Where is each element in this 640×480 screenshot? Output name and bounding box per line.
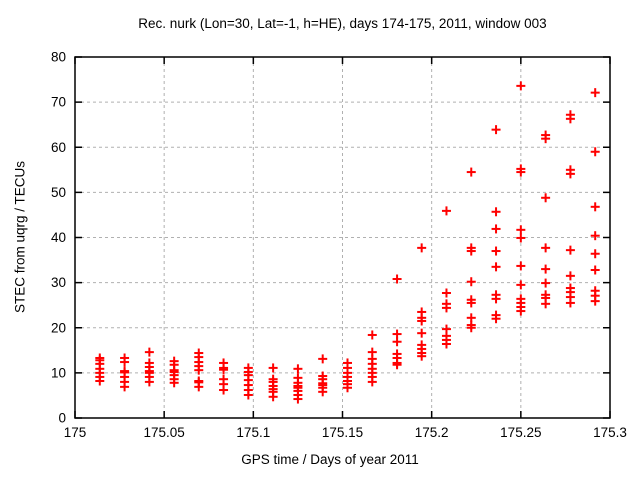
data-point-plus-marker (516, 233, 526, 243)
data-point-plus-marker (219, 385, 229, 395)
y-tick-label: 0 (58, 411, 66, 426)
data-point-plus-marker (219, 365, 229, 375)
data-point-plus-marker (466, 246, 476, 256)
data-point-plus-marker (441, 303, 451, 313)
y-tick-label: 60 (51, 140, 66, 155)
data-point-plus-marker (516, 306, 526, 316)
data-point-plus-marker (516, 81, 526, 91)
data-point-plus-marker (516, 167, 526, 177)
y-tick-label: 70 (51, 95, 66, 110)
x-tick-label: 175 (64, 425, 87, 440)
data-point-plus-marker (491, 207, 501, 217)
data-point-plus-marker (144, 347, 154, 357)
data-point-plus-marker (491, 314, 501, 324)
data-point-plus-marker (367, 330, 377, 340)
y-axis-label: STEC from uqrg / TECUs (12, 160, 28, 314)
data-point-plus-marker (293, 364, 303, 374)
data-point-plus-marker (516, 225, 526, 235)
data-point-plus-marker (392, 274, 402, 284)
data-point-plus-marker (392, 329, 402, 339)
data-point-plus-marker (516, 261, 526, 271)
data-point-plus-marker (590, 249, 600, 259)
chart-title: Rec. nurk (Lon=30, Lat=-1, h=HE), days 1… (138, 16, 547, 31)
data-point-plus-marker (466, 323, 476, 333)
data-point-plus-marker (120, 382, 130, 392)
x-tick-label: 175.1 (236, 425, 270, 440)
data-point-plus-marker (491, 246, 501, 256)
data-point-plus-marker (590, 147, 600, 157)
data-point-plus-marker (590, 231, 600, 241)
data-point-plus-marker (565, 169, 575, 179)
data-point-plus-marker (392, 360, 402, 370)
data-point-plus-marker (565, 298, 575, 308)
data-point-plus-marker (590, 296, 600, 306)
y-tick-label: 30 (51, 275, 66, 290)
data-point-plus-marker (144, 377, 154, 387)
y-tick-label: 10 (51, 365, 66, 380)
data-point-plus-marker (95, 376, 105, 386)
data-point-plus-marker (541, 299, 551, 309)
data-point-plus-marker (541, 243, 551, 253)
data-point-plus-marker (590, 265, 600, 275)
data-point-plus-marker (417, 243, 427, 253)
data-point-plus-marker (243, 390, 253, 400)
data-point-plus-marker (194, 382, 204, 392)
data-point-plus-marker (565, 245, 575, 255)
data-point-plus-marker (417, 328, 427, 338)
data-point-plus-marker (466, 298, 476, 308)
x-tick-label: 175.05 (144, 425, 185, 440)
data-point-plus-marker (318, 354, 328, 364)
y-tick-label: 80 (51, 50, 66, 65)
data-point-plus-marker (268, 363, 278, 373)
data-point-plus-marker (417, 351, 427, 361)
data-point-plus-marker (565, 271, 575, 281)
data-point-plus-marker (541, 134, 551, 144)
data-point-plus-marker (565, 114, 575, 124)
data-point-plus-marker (441, 339, 451, 349)
data-point-plus-marker (491, 224, 501, 234)
data-point-plus-marker (194, 365, 204, 375)
data-point-plus-marker (541, 264, 551, 274)
data-point-plus-marker (417, 316, 427, 326)
data-point-plus-marker (293, 394, 303, 404)
x-axis-label: GPS time / Days of year 2011 (241, 452, 419, 467)
data-point-plus-marker (541, 193, 551, 203)
data-point-plus-marker (466, 167, 476, 177)
x-tick-label: 175.3 (593, 425, 627, 440)
data-point-plus-marker (590, 88, 600, 98)
data-point-plus-marker (268, 392, 278, 402)
data-point-plus-marker (318, 387, 328, 397)
data-point-plus-marker (441, 206, 451, 216)
y-tick-label: 40 (51, 230, 66, 245)
data-point-plus-marker (120, 357, 130, 367)
data-point-plus-marker (491, 262, 501, 272)
data-point-plus-marker (367, 377, 377, 387)
data-point-plus-marker (516, 280, 526, 290)
data-point-plus-marker (441, 288, 451, 298)
data-point-plus-marker (541, 278, 551, 288)
y-tick-label: 20 (51, 320, 66, 335)
data-point-plus-marker (342, 383, 352, 393)
data-point-plus-marker (466, 277, 476, 287)
data-point-plus-marker (169, 378, 179, 388)
data-point-plus-marker (491, 125, 501, 135)
data-point-plus-marker (491, 294, 501, 304)
x-tick-label: 175.2 (415, 425, 449, 440)
x-tick-label: 175.15 (322, 425, 363, 440)
data-point-plus-marker (392, 337, 402, 347)
x-tick-label: 175.25 (500, 425, 541, 440)
data-point-plus-marker (590, 202, 600, 212)
y-tick-label: 50 (51, 185, 66, 200)
